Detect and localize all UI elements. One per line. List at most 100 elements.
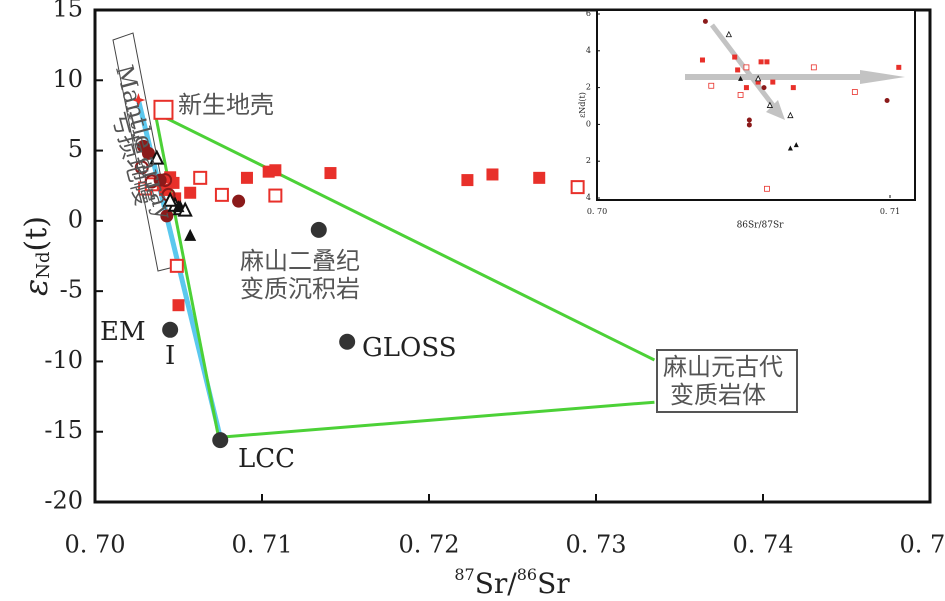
x-tick-label: 0. 70: [64, 531, 125, 559]
y-tick-label: 4: [586, 193, 591, 202]
line: [154, 111, 656, 362]
x-tick-label: 0. 72: [398, 531, 459, 559]
annotation: EM: [100, 317, 146, 347]
point: [193, 170, 208, 185]
x-axis-title: 87Sr/86Sr: [454, 565, 570, 600]
point: [134, 160, 149, 175]
point: [214, 187, 229, 202]
point: [764, 185, 770, 192]
point: [851, 89, 858, 95]
annotation: 麻山元古代: [663, 353, 783, 381]
line: [153, 112, 221, 438]
point: [162, 191, 178, 207]
point: [702, 18, 708, 24]
point: [761, 85, 767, 91]
x-tick-label: 0. 70: [587, 207, 607, 216]
point: [184, 186, 197, 199]
point: [725, 30, 732, 38]
point: [570, 180, 585, 195]
y-tick-label: 5: [68, 135, 83, 163]
point: [172, 200, 185, 213]
x-tick-label: 0. 73: [565, 531, 626, 559]
point: [212, 432, 229, 449]
point: [766, 101, 774, 108]
x-axis-title-part: Sr/: [475, 567, 518, 600]
point: [787, 145, 793, 151]
point: [746, 117, 752, 123]
y-tick-label: -5: [60, 276, 83, 304]
point: [746, 122, 752, 128]
annotation: 变质岩体: [670, 381, 766, 409]
y-tick-label: 0: [586, 119, 591, 128]
point: [461, 174, 474, 187]
y-tick-label: 0: [68, 205, 83, 233]
point: [184, 228, 197, 241]
inset-x-title: 86Sr/87Sr: [737, 221, 785, 231]
point: [699, 57, 705, 63]
point: [232, 194, 246, 208]
point: [743, 85, 749, 91]
point: [324, 167, 337, 180]
y-tick-label: -20: [44, 487, 83, 515]
point: [758, 59, 764, 65]
point: [486, 168, 499, 181]
label-box: [656, 349, 798, 413]
point: [169, 258, 184, 273]
point: [172, 299, 185, 312]
annotation: 新生地壳: [178, 91, 274, 119]
point: [533, 171, 546, 184]
point: [158, 173, 173, 188]
point: [764, 59, 770, 65]
y-axis-title: εNd(t): [17, 216, 55, 296]
inset-frame: [596, 9, 916, 201]
point: [896, 64, 902, 70]
point: [810, 64, 817, 71]
inset-arrows: [685, 23, 905, 120]
annotation: I: [165, 341, 175, 371]
point: [787, 111, 794, 119]
annotation: LCC: [238, 444, 295, 474]
x-axis-title-part: 86: [517, 565, 537, 584]
x-axis-title-part: 87: [454, 565, 474, 584]
point: [732, 54, 738, 60]
point: [755, 75, 762, 82]
line: [218, 400, 655, 439]
point: [755, 79, 761, 85]
point: [310, 221, 327, 238]
annotation: 变质沉积岩: [240, 275, 360, 303]
y-axis-title-part: ε: [17, 279, 55, 296]
x-tick-label: 0. 71: [880, 207, 900, 216]
point: [735, 67, 741, 73]
y-tick-label: 6: [586, 9, 591, 18]
point: [141, 146, 155, 160]
plot-frame: [93, 8, 932, 504]
point: [793, 142, 799, 148]
y-tick-label: 2: [586, 156, 591, 165]
point: [162, 321, 179, 338]
annotation: GLOSS: [362, 333, 457, 363]
point: [160, 209, 174, 223]
point: [240, 171, 253, 184]
x-axis-title-part: Sr: [537, 567, 570, 600]
y-tick-label: -10: [44, 346, 83, 374]
point: [153, 99, 174, 120]
point: [708, 82, 715, 89]
point: [770, 79, 776, 85]
point: [268, 188, 283, 203]
y-tick-label: -15: [44, 416, 83, 444]
y-tick-label: 4: [586, 46, 591, 55]
point: [269, 164, 282, 177]
y-tick-label: 15: [52, 0, 83, 23]
x-tick-label: 0. 74: [732, 531, 793, 559]
inset-y-title: εNd(t): [578, 92, 587, 118]
point: [144, 174, 159, 189]
y-axis-title-part: Nd: [33, 252, 54, 279]
y-tick-label: 10: [52, 65, 83, 93]
x-tick-label: 0. 71: [231, 531, 292, 559]
point: [738, 75, 744, 81]
point: [743, 64, 750, 71]
annotation: 麻山二叠纪: [240, 247, 360, 275]
point: [737, 92, 744, 98]
x-tick-label: 0. 75: [899, 531, 945, 559]
